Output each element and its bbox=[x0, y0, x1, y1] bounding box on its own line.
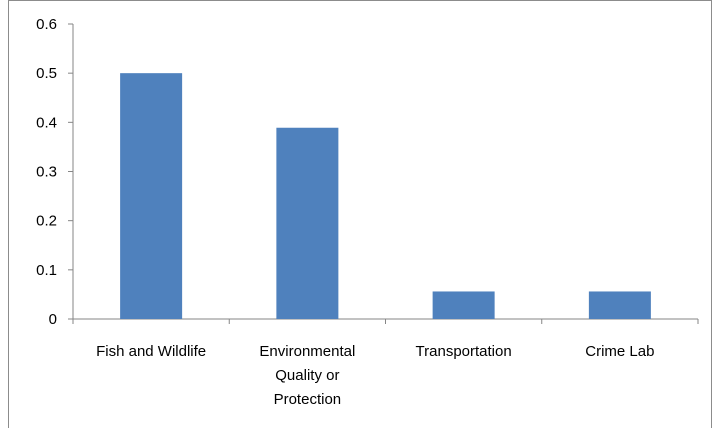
y-tick-label: 0.5 bbox=[36, 65, 57, 82]
bar bbox=[588, 291, 651, 319]
x-category-label: Fish and Wildlife bbox=[96, 343, 206, 360]
y-tick-label: 0.6 bbox=[36, 16, 57, 33]
x-category-label: Environmental bbox=[259, 343, 355, 360]
x-category-label: Crime Lab bbox=[585, 343, 654, 360]
x-category-label: Quality or bbox=[275, 367, 339, 384]
x-category-label: Transportation bbox=[416, 343, 512, 360]
y-tick-label: 0.1 bbox=[36, 262, 57, 279]
bar bbox=[120, 73, 183, 320]
y-tick-label: 0 bbox=[49, 311, 57, 328]
y-tick-label: 0.4 bbox=[36, 114, 57, 131]
x-category-label: Protection bbox=[274, 391, 342, 408]
bar bbox=[276, 127, 339, 319]
bar bbox=[432, 291, 495, 319]
y-tick-label: 0.3 bbox=[36, 164, 57, 181]
y-tick-label: 0.2 bbox=[36, 213, 57, 230]
